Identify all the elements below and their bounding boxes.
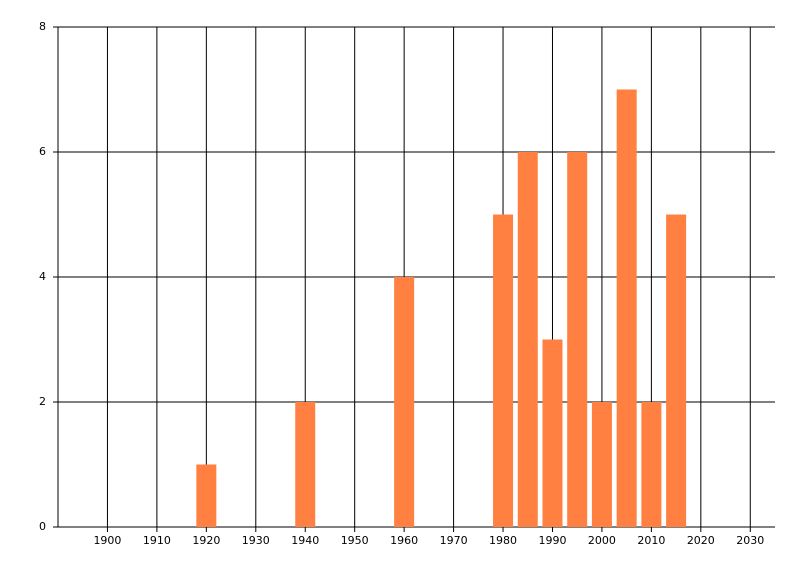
x-tick-label: 1950 <box>341 534 369 547</box>
x-tick-label: 1920 <box>192 534 220 547</box>
bar <box>567 152 588 527</box>
y-tick-label: 6 <box>39 145 46 158</box>
x-tick-label: 1980 <box>489 534 517 547</box>
bar <box>295 402 316 527</box>
bar <box>196 464 217 527</box>
y-tick-label: 0 <box>39 520 46 533</box>
bar <box>542 339 563 527</box>
x-tick-label: 1970 <box>440 534 468 547</box>
bar <box>591 402 612 527</box>
x-tick-label: 1910 <box>143 534 171 547</box>
x-tick-label: 2020 <box>687 534 715 547</box>
y-tick-label: 2 <box>39 395 46 408</box>
bar <box>666 214 687 527</box>
x-tick-label: 1990 <box>538 534 566 547</box>
x-tick-label: 1930 <box>242 534 270 547</box>
x-tick-label: 2030 <box>736 534 764 547</box>
bar <box>493 214 514 527</box>
x-tick-label: 2010 <box>637 534 665 547</box>
x-tick-label: 1900 <box>93 534 121 547</box>
y-tick-label: 8 <box>39 20 46 33</box>
x-tick-label: 1960 <box>390 534 418 547</box>
x-tick-label: 1940 <box>291 534 319 547</box>
bar <box>641 402 662 527</box>
bar <box>616 89 637 527</box>
y-tick-label: 4 <box>39 270 46 283</box>
bar <box>517 152 538 527</box>
x-tick-label: 2000 <box>588 534 616 547</box>
bar <box>394 277 415 527</box>
